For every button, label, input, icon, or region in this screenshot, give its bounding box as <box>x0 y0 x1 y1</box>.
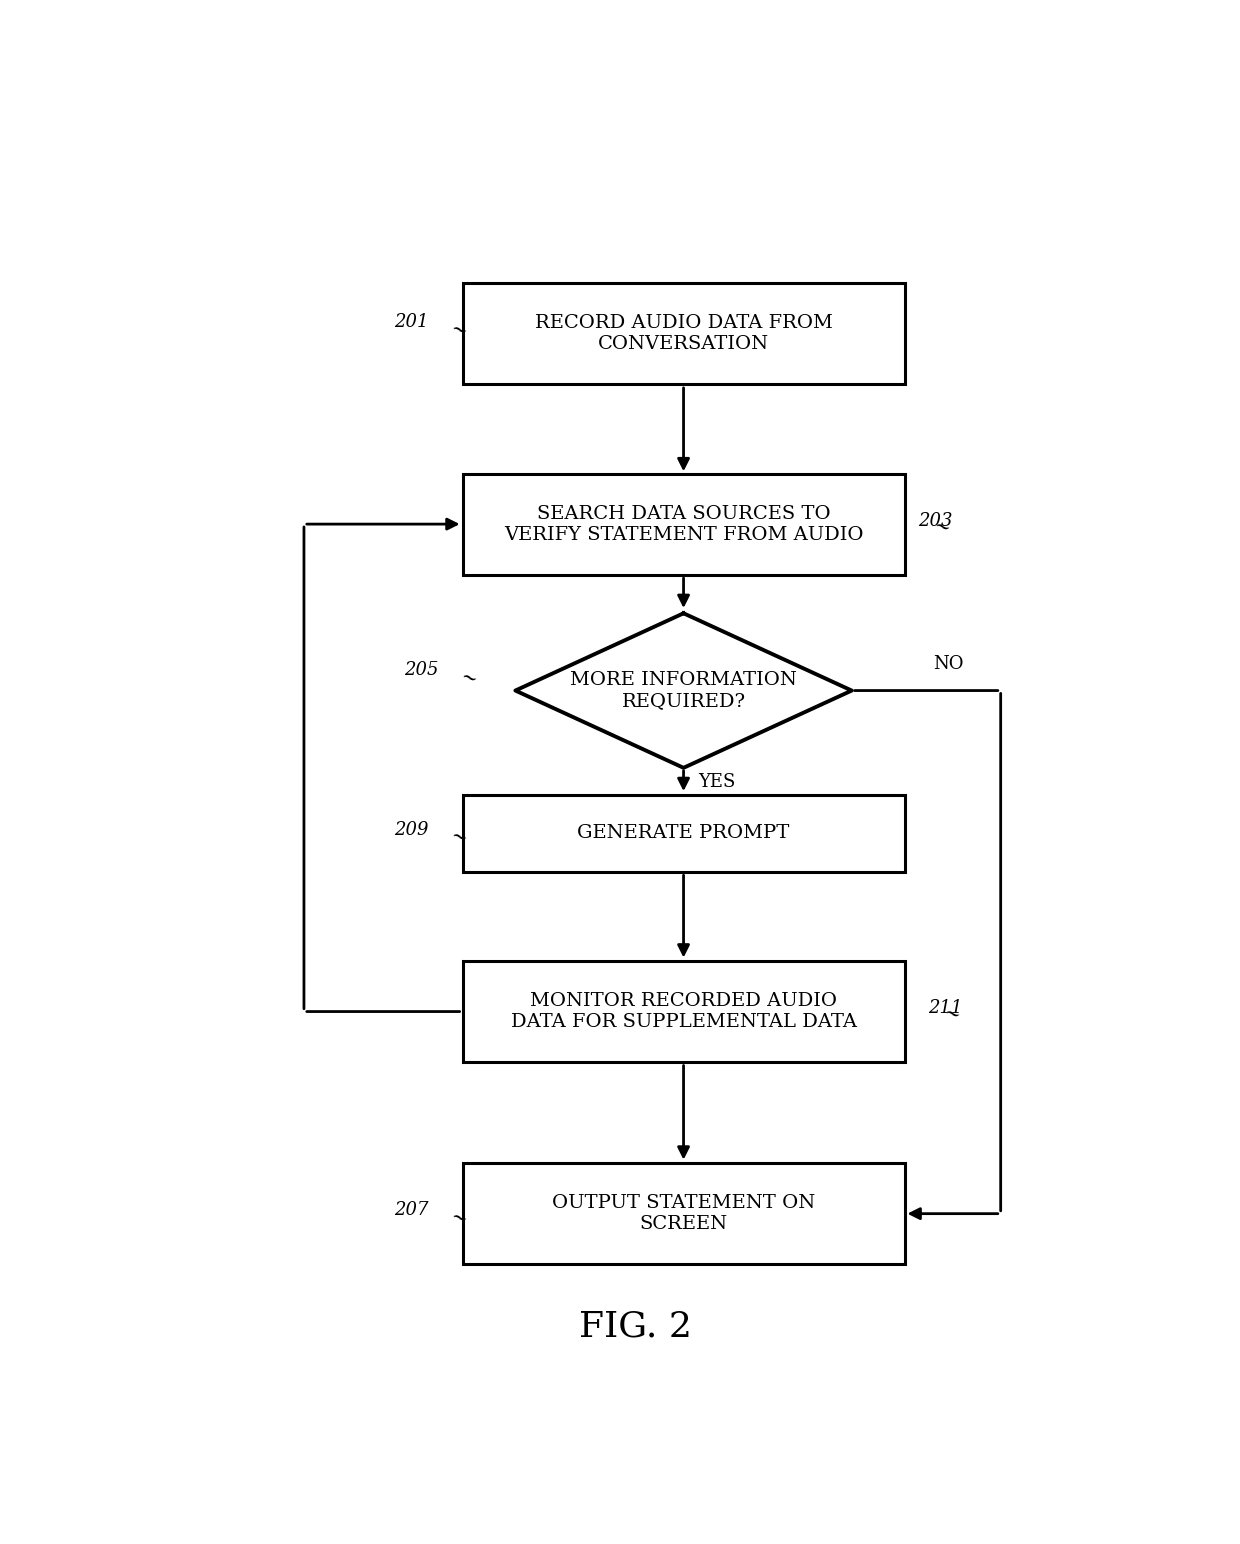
Text: OUTPUT STATEMENT ON
SCREEN: OUTPUT STATEMENT ON SCREEN <box>552 1194 815 1234</box>
Text: 207: 207 <box>394 1201 429 1220</box>
Text: 201: 201 <box>394 313 429 330</box>
Text: ~: ~ <box>931 516 954 539</box>
Text: GENERATE PROMPT: GENERATE PROMPT <box>578 824 790 841</box>
FancyBboxPatch shape <box>463 1163 905 1265</box>
Text: YES: YES <box>698 774 735 791</box>
Text: FIG. 2: FIG. 2 <box>579 1309 692 1343</box>
Text: 211: 211 <box>928 999 962 1017</box>
Text: ~: ~ <box>448 320 470 341</box>
Text: NO: NO <box>934 655 963 673</box>
FancyBboxPatch shape <box>463 960 905 1062</box>
Text: MORE INFORMATION
REQUIRED?: MORE INFORMATION REQUIRED? <box>570 672 797 710</box>
Text: 203: 203 <box>918 511 952 530</box>
FancyBboxPatch shape <box>463 474 905 574</box>
FancyBboxPatch shape <box>463 795 905 872</box>
Text: MONITOR RECORDED AUDIO
DATA FOR SUPPLEMENTAL DATA: MONITOR RECORDED AUDIO DATA FOR SUPPLEME… <box>511 993 857 1031</box>
Text: RECORD AUDIO DATA FROM
CONVERSATION: RECORD AUDIO DATA FROM CONVERSATION <box>534 315 832 354</box>
Text: ~: ~ <box>448 826 470 849</box>
Text: 205: 205 <box>404 661 439 679</box>
Polygon shape <box>516 613 852 767</box>
Text: ~: ~ <box>448 1207 470 1229</box>
Text: 209: 209 <box>394 821 429 838</box>
Text: ~: ~ <box>941 1004 962 1027</box>
FancyBboxPatch shape <box>463 284 905 384</box>
Text: ~: ~ <box>458 667 479 690</box>
Text: SEARCH DATA SOURCES TO
VERIFY STATEMENT FROM AUDIO: SEARCH DATA SOURCES TO VERIFY STATEMENT … <box>503 505 863 543</box>
